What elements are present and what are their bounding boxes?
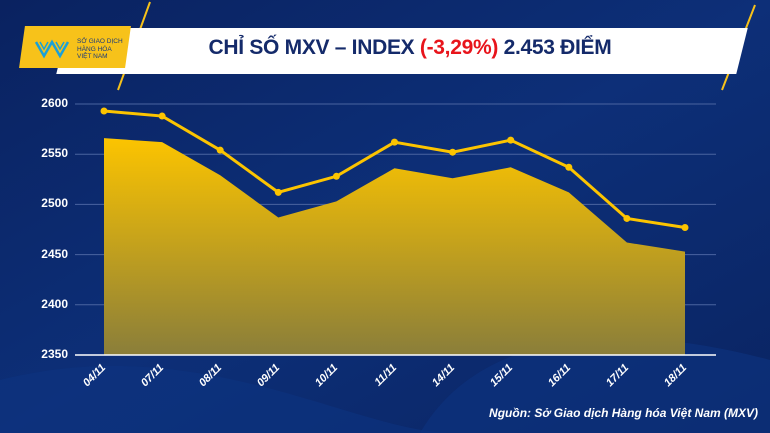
- source-note: Nguồn: Sở Giao dịch Hàng hóa Việt Nam (M…: [489, 406, 758, 420]
- y-tick-label: 2550: [41, 146, 68, 161]
- y-tick-label: 2350: [41, 347, 68, 361]
- y-tick-label: 2600: [41, 96, 68, 110]
- line-point: [507, 136, 515, 144]
- line-point: [391, 138, 398, 146]
- y-tick-label: 2450: [41, 246, 68, 261]
- logo-line-2: HÀNG HÓA: [77, 45, 112, 53]
- line-point: [449, 148, 457, 156]
- line-point: [158, 112, 166, 120]
- title-prefix: CHỈ SỐ MXV – INDEX: [208, 36, 420, 59]
- y-tick-label: 2500: [41, 196, 68, 211]
- line-point: [623, 214, 631, 222]
- line-point: [216, 146, 224, 154]
- line-point: [565, 163, 573, 171]
- line-point: [681, 223, 689, 231]
- page-title: CHỈ SỐ MXV – INDEX (-3,29%) 2.453 ĐIỂM: [180, 36, 640, 60]
- line-point: [274, 188, 282, 196]
- y-tick-label: 2400: [41, 296, 68, 311]
- logo-mark-icon: [34, 39, 70, 59]
- title-change: (-3,29%): [419, 36, 499, 59]
- title-suffix: 2.453 ĐIỂM: [498, 36, 612, 59]
- line-point: [332, 172, 340, 180]
- logo-line-1: SỞ GIAO DỊCH: [77, 38, 123, 45]
- line-point: [100, 107, 108, 115]
- logo-text: SỞ GIAO DỊCH HÀNG HÓA VIỆT NAM: [77, 38, 127, 61]
- logo-line-3: VIỆT NAM: [77, 53, 108, 60]
- index-area: [104, 138, 685, 355]
